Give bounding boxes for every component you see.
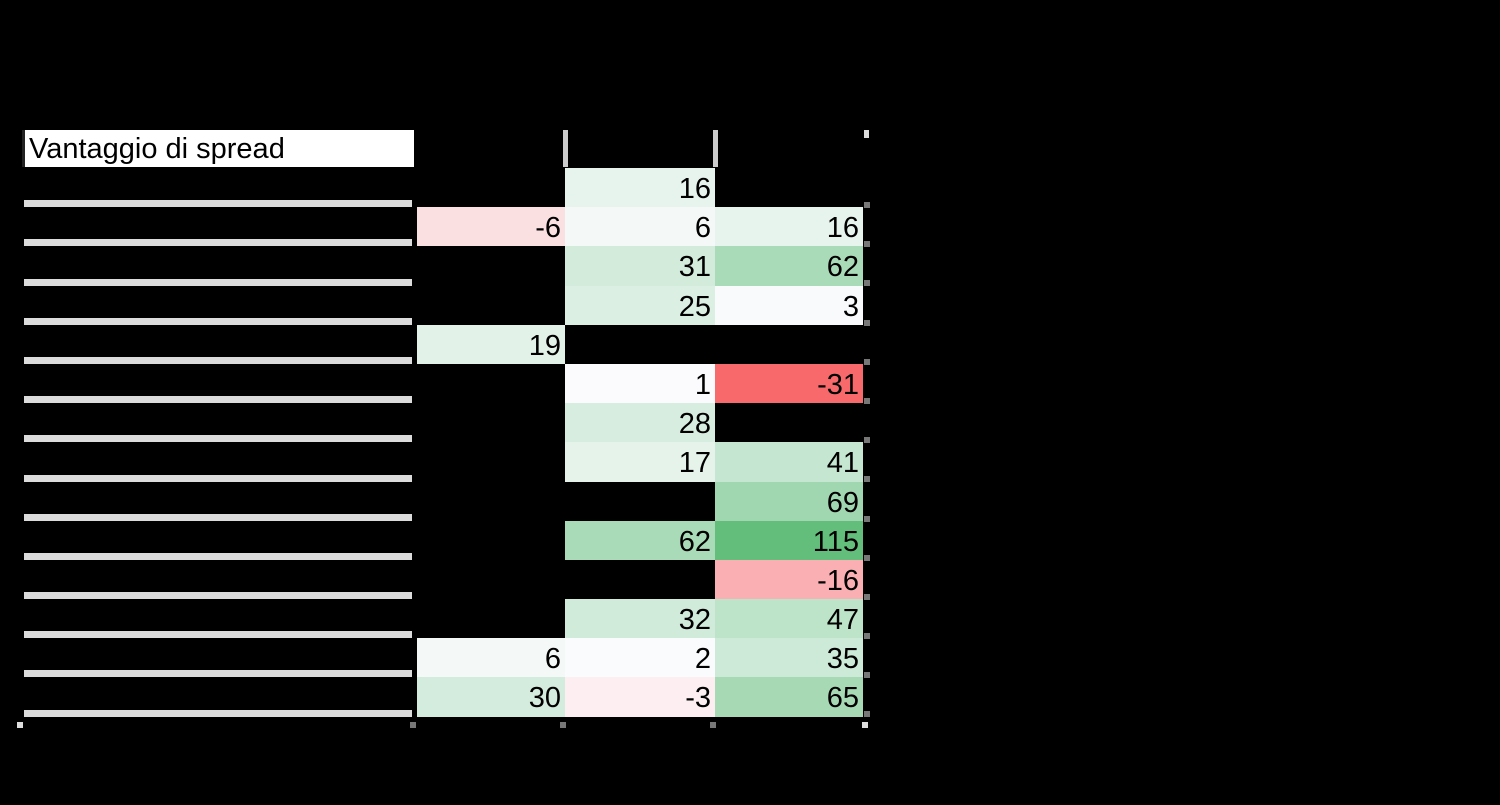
row-separator bbox=[24, 200, 412, 208]
row-separator bbox=[24, 396, 412, 404]
table-row: 69 bbox=[22, 481, 872, 522]
row-marker bbox=[864, 672, 870, 679]
table-row: -16 bbox=[22, 559, 872, 600]
table-row: 19 bbox=[22, 324, 872, 365]
row-label bbox=[22, 599, 412, 639]
value-cell: 6 bbox=[417, 638, 565, 678]
value-cell: -6 bbox=[417, 207, 565, 247]
row-marker bbox=[864, 358, 870, 365]
row-separator bbox=[24, 278, 412, 286]
row-marker bbox=[864, 554, 870, 561]
row-label bbox=[22, 325, 412, 364]
table-title: Vantaggio di spread bbox=[22, 130, 414, 167]
value-cell: 2 bbox=[565, 638, 715, 678]
value-cell: 41 bbox=[715, 442, 863, 482]
row-separator bbox=[24, 592, 412, 600]
value-cell: 32 bbox=[565, 599, 715, 639]
value-cell: 35 bbox=[715, 638, 863, 678]
table-row: 62 115 bbox=[22, 520, 872, 561]
table-row: -6 6 16 bbox=[22, 207, 872, 248]
table-title-text: Vantaggio di spread bbox=[29, 133, 285, 165]
row-label bbox=[22, 403, 412, 443]
value-cell: 3 bbox=[715, 285, 863, 325]
row-marker bbox=[864, 241, 870, 248]
value-cell: 115 bbox=[715, 520, 863, 560]
value-cell: 16 bbox=[715, 207, 863, 247]
row-separator bbox=[24, 474, 412, 482]
row-separator bbox=[24, 435, 412, 443]
value-cell: 62 bbox=[715, 246, 863, 286]
row-marker bbox=[864, 515, 870, 522]
row-label bbox=[22, 246, 412, 286]
table-row: 16 bbox=[22, 168, 872, 208]
row-label bbox=[22, 168, 412, 208]
value-cell: 65 bbox=[715, 677, 863, 717]
axis-tick bbox=[560, 722, 566, 728]
column-headers bbox=[0, 130, 900, 167]
row-label bbox=[22, 207, 412, 247]
row-marker bbox=[864, 202, 870, 208]
bottom-axis bbox=[0, 722, 900, 728]
row-label bbox=[22, 560, 412, 600]
axis-tick bbox=[410, 722, 416, 728]
row-separator bbox=[24, 356, 412, 364]
row-separator bbox=[24, 317, 412, 325]
axis-tick bbox=[17, 722, 23, 728]
table-row: 30 -3 65 bbox=[22, 677, 872, 718]
axis-tick bbox=[710, 722, 716, 728]
row-separator bbox=[24, 670, 412, 678]
row-separator bbox=[24, 552, 412, 560]
spread-table: 16 -6 6 16 31 62 25 3 19 1 -31 28 17 41 69 62 115 -16 32 47… bbox=[22, 168, 872, 718]
row-marker bbox=[864, 593, 870, 600]
value-cell: 1 bbox=[565, 363, 715, 404]
row-separator bbox=[24, 631, 412, 639]
table-row: 6 2 35 bbox=[22, 638, 872, 679]
table-row: 17 41 bbox=[22, 442, 872, 483]
row-separator bbox=[24, 239, 412, 247]
table-row: 32 47 bbox=[22, 599, 872, 640]
row-separator bbox=[24, 513, 412, 521]
table-row: 1 -31 bbox=[22, 363, 872, 404]
value-cell: 69 bbox=[715, 481, 863, 521]
row-label bbox=[22, 442, 412, 482]
axis-tick bbox=[862, 722, 868, 728]
row-label bbox=[22, 677, 412, 717]
row-marker bbox=[864, 319, 870, 326]
row-marker bbox=[864, 397, 870, 404]
row-marker bbox=[864, 280, 870, 287]
row-label bbox=[22, 286, 412, 325]
value-cell: 17 bbox=[565, 442, 715, 482]
value-cell: 16 bbox=[565, 168, 715, 208]
value-cell: 25 bbox=[565, 285, 715, 325]
value-cell: -16 bbox=[715, 559, 863, 600]
value-cell: 47 bbox=[715, 599, 863, 639]
value-cell: 31 bbox=[565, 246, 715, 286]
row-separator bbox=[24, 709, 412, 717]
row-label bbox=[22, 638, 412, 678]
row-label bbox=[22, 482, 412, 521]
row-label bbox=[22, 521, 412, 560]
value-cell: 62 bbox=[565, 520, 715, 560]
value-cell: 19 bbox=[417, 324, 565, 364]
row-marker bbox=[864, 476, 870, 483]
row-marker bbox=[864, 437, 870, 444]
table-row: 28 bbox=[22, 403, 872, 444]
value-cell: 30 bbox=[417, 677, 565, 717]
row-label bbox=[22, 364, 412, 404]
row-marker bbox=[864, 711, 870, 718]
column-divider bbox=[563, 130, 568, 167]
value-cell: 6 bbox=[565, 207, 715, 247]
table-row: 25 3 bbox=[22, 285, 872, 326]
value-cell: -3 bbox=[565, 677, 715, 717]
column-divider bbox=[713, 130, 718, 167]
column-divider bbox=[864, 130, 869, 138]
table-row: 31 62 bbox=[22, 246, 872, 287]
value-cell: 28 bbox=[565, 403, 715, 443]
row-marker bbox=[864, 633, 870, 640]
value-cell: -31 bbox=[715, 363, 863, 404]
